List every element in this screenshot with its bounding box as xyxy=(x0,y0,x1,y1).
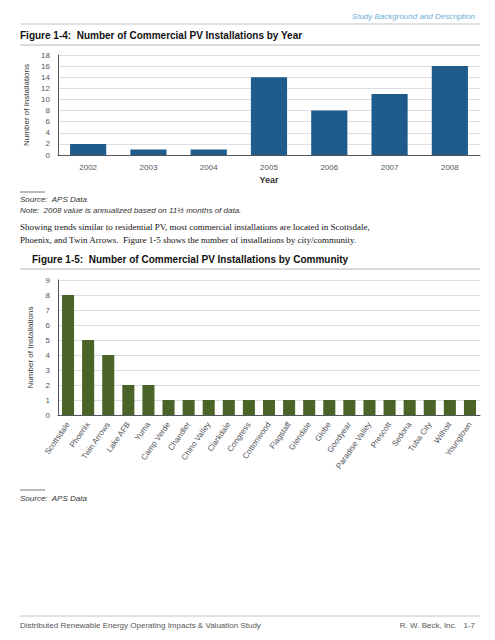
svg-text:2008: 2008 xyxy=(441,163,459,172)
svg-text:12: 12 xyxy=(41,84,50,93)
svg-text:Goodyear: Goodyear xyxy=(325,420,354,455)
svg-text:6: 6 xyxy=(46,321,51,330)
svg-text:Paradise Valley: Paradise Valley xyxy=(334,420,373,470)
svg-text:2005: 2005 xyxy=(260,163,278,172)
svg-text:2: 2 xyxy=(46,381,51,390)
svg-text:Tuba City: Tuba City xyxy=(407,420,434,453)
svg-text:Flagstaff: Flagstaff xyxy=(267,420,293,451)
svg-text:Wilhoit: Wilhoit xyxy=(432,420,454,446)
svg-text:Sedona: Sedona xyxy=(390,420,414,449)
svg-text:Youngtown: Youngtown xyxy=(444,420,474,457)
svg-text:3: 3 xyxy=(46,366,51,375)
svg-text:2002: 2002 xyxy=(79,163,97,172)
svg-text:Number of Installations: Number of Installations xyxy=(22,64,31,146)
svg-text:18: 18 xyxy=(41,51,50,60)
svg-text:Camp Verde: Camp Verde xyxy=(139,420,172,462)
svg-text:Year: Year xyxy=(259,175,279,185)
svg-text:1: 1 xyxy=(46,396,51,405)
svg-text:Source: APS Data: Source: APS Data xyxy=(20,195,87,204)
svg-text:14: 14 xyxy=(41,73,50,82)
svg-text:Yuma: Yuma xyxy=(133,420,152,442)
svg-text:4: 4 xyxy=(46,351,51,360)
svg-text:2: 2 xyxy=(46,139,51,148)
svg-text:Twin Arrows: Twin Arrows xyxy=(80,420,112,460)
svg-text:9: 9 xyxy=(46,276,51,285)
svg-text:Phoenix, and Twin Arrows. Fig: Phoenix, and Twin Arrows. Figure 1-5 sho… xyxy=(20,235,356,245)
svg-text:Glendale: Glendale xyxy=(287,420,313,452)
svg-text:Distributed Renewable Energy O: Distributed Renewable Energy Operating I… xyxy=(20,621,261,630)
svg-text:0: 0 xyxy=(46,151,51,160)
svg-text:2003: 2003 xyxy=(140,163,158,172)
svg-text:R. W. Beck, Inc. 1-7: R. W. Beck, Inc. 1-7 xyxy=(400,621,476,630)
svg-text:8: 8 xyxy=(46,106,51,115)
svg-text:4: 4 xyxy=(46,128,51,137)
svg-text:Cottonwood: Cottonwood xyxy=(241,420,273,460)
svg-text:Lake AFB: Lake AFB xyxy=(105,420,132,454)
svg-text:Prescott: Prescott xyxy=(369,420,394,450)
svg-text:Study Background and Descripti: Study Background and Description xyxy=(352,12,476,21)
svg-text:Chandler: Chandler xyxy=(166,420,193,453)
svg-text:0: 0 xyxy=(46,411,51,420)
svg-text:16: 16 xyxy=(41,62,50,71)
svg-text:2006: 2006 xyxy=(320,163,338,172)
svg-text:Source: APS Data: Source: APS Data xyxy=(20,494,87,503)
svg-text:10: 10 xyxy=(41,95,50,104)
svg-text:Figure 1-5: Number of Commerc: Figure 1-5: Number of Commercial PV Inst… xyxy=(32,254,349,265)
svg-text:Globe: Globe xyxy=(313,420,333,443)
svg-text:Phoenix: Phoenix xyxy=(67,420,92,450)
svg-text:2007: 2007 xyxy=(381,163,399,172)
svg-text:2004: 2004 xyxy=(200,163,218,172)
svg-text:6: 6 xyxy=(46,117,51,126)
svg-text:Clarkdale: Clarkdale xyxy=(205,420,233,454)
svg-text:Chino Valley: Chino Valley xyxy=(180,420,213,461)
svg-text:Note: 2008 value is annualize: Note: 2008 value is annualized based on … xyxy=(20,206,241,215)
svg-text:7: 7 xyxy=(46,306,51,315)
svg-text:5: 5 xyxy=(46,336,51,345)
svg-text:Figure 1-4: Number of Commerc: Figure 1-4: Number of Commercial PV Inst… xyxy=(20,30,302,41)
svg-text:Scottsdale: Scottsdale xyxy=(43,420,72,456)
svg-text:Showing trends similar to resi: Showing trends similar to residential PV… xyxy=(20,222,370,232)
svg-text:8: 8 xyxy=(46,291,51,300)
svg-text:Number of Installations: Number of Installations xyxy=(26,307,35,389)
svg-text:Congress: Congress xyxy=(225,420,253,454)
